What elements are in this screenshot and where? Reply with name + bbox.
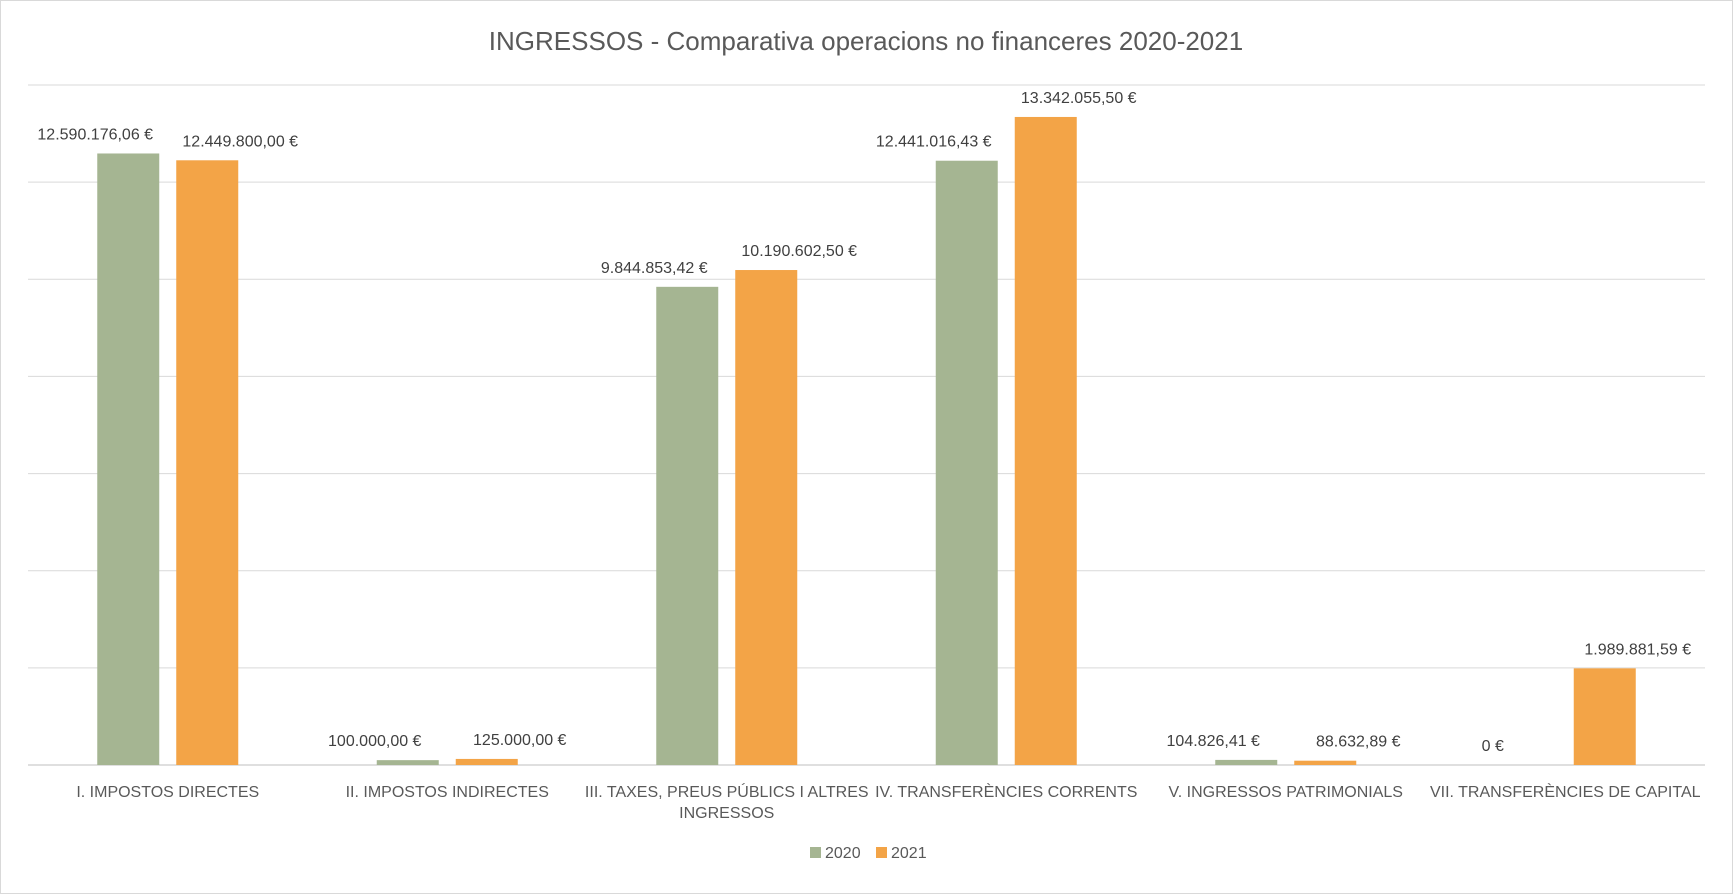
data-label-2021-5: 88.632,89 € bbox=[1316, 734, 1401, 751]
category-label: II. IMPOSTOS INDIRECTES bbox=[346, 784, 549, 801]
legend: 2020 2021 bbox=[810, 845, 927, 862]
legend-swatch-2021 bbox=[876, 847, 887, 858]
legend-label-2020: 2020 bbox=[825, 845, 861, 862]
category-label: I. IMPOSTOS DIRECTES bbox=[76, 784, 259, 801]
data-label-2020-6: 0 € bbox=[1482, 738, 1504, 755]
bar-2020-3 bbox=[656, 286, 719, 765]
data-label-2020-5: 104.826,41 € bbox=[1167, 733, 1261, 750]
bar-2021-3 bbox=[735, 270, 798, 765]
category-label: V. INGRESSOS PATRIMONIALS bbox=[1169, 784, 1403, 801]
bar-2020-2 bbox=[376, 760, 439, 765]
data-labels: 12.590.176,06 € 12.449.800,00 € 100.000,00… bbox=[37, 90, 1691, 755]
bar-2021-5 bbox=[1294, 760, 1357, 765]
data-label-2021-3: 10.190.602,50 € bbox=[741, 243, 857, 260]
data-label-2021-1: 12.449.800,00 € bbox=[182, 133, 298, 150]
data-label-2021-6: 1.989.881,59 € bbox=[1584, 641, 1691, 658]
bars bbox=[97, 116, 1636, 766]
chart-title: INGRESSOS - Comparativa operacions no fi… bbox=[489, 26, 1243, 56]
bar-2020-5 bbox=[1215, 759, 1278, 765]
bar-2020-1 bbox=[97, 153, 160, 765]
bar-2021-1 bbox=[176, 160, 239, 766]
bar-2021-4 bbox=[1014, 116, 1077, 766]
data-label-2021-2: 125.000,00 € bbox=[473, 732, 567, 749]
category-label: VII. TRANSFERÈNCIES DE CAPITAL bbox=[1430, 782, 1701, 801]
data-label-2020-1: 12.590.176,06 € bbox=[37, 126, 153, 143]
category-labels: I. IMPOSTOS DIRECTES II. IMPOSTOS INDIREC… bbox=[76, 782, 1700, 822]
data-label-2021-4: 13.342.055,50 € bbox=[1021, 90, 1137, 107]
category-label: IV. TRANSFERÈNCIES CORRENTS bbox=[875, 782, 1137, 801]
bar-2021-6 bbox=[1573, 668, 1636, 765]
data-label-2020-2: 100.000,00 € bbox=[328, 733, 422, 750]
data-label-2020-4: 12.441.016,43 € bbox=[876, 134, 992, 151]
bar-2020-4 bbox=[935, 160, 998, 766]
category-label: III. TAXES, PREUS PÚBLICS I ALTRES bbox=[585, 782, 869, 801]
legend-label-2021: 2021 bbox=[891, 845, 927, 862]
data-label-2020-3: 9.844.853,42 € bbox=[601, 260, 708, 277]
gridlines bbox=[28, 84, 1705, 766]
category-label: INGRESSOS bbox=[679, 805, 774, 822]
bar-2021-2 bbox=[455, 758, 518, 765]
legend-swatch-2020 bbox=[810, 847, 821, 858]
